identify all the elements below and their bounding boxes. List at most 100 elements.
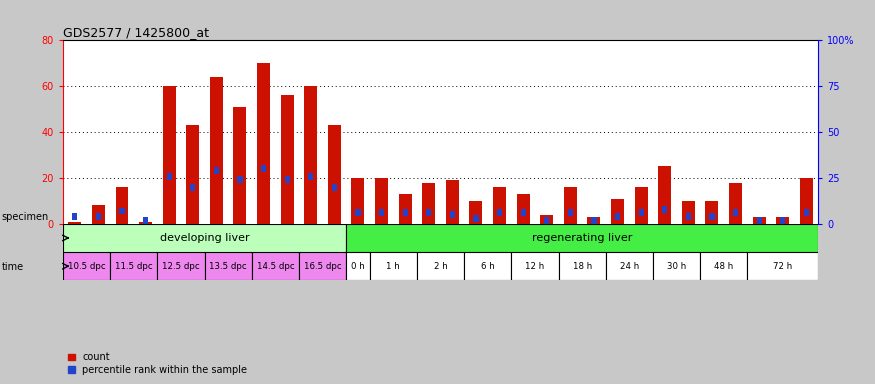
Bar [308,173,313,180]
Bar [752,217,766,224]
Bar [73,213,77,220]
Bar [379,209,384,216]
Text: regenerating liver: regenerating liver [532,233,633,243]
Bar [700,252,747,280]
Bar [68,222,81,224]
Bar [639,209,644,216]
Bar [780,217,786,223]
Bar [119,208,124,214]
Text: GDS2577 / 1425800_at: GDS2577 / 1425800_at [63,26,209,39]
Bar [606,252,653,280]
Bar [402,209,408,216]
Bar [143,217,148,224]
Bar [370,252,417,280]
Bar [729,182,742,224]
Bar [237,176,242,183]
Bar [186,125,200,224]
Bar [658,167,671,224]
Bar [470,201,482,224]
Bar [450,211,455,218]
Bar [544,217,550,223]
Bar [328,125,341,224]
Bar [63,224,346,252]
Text: 30 h: 30 h [667,262,686,271]
Text: 1 h: 1 h [387,262,400,271]
Text: 13.5 dpc: 13.5 dpc [209,262,247,271]
Bar [446,180,458,224]
Bar [634,187,648,224]
Text: 14.5 dpc: 14.5 dpc [256,262,294,271]
Legend: count, percentile rank within the sample: count, percentile rank within the sample [68,353,248,375]
Bar [558,252,606,280]
Bar [804,209,808,216]
Bar [92,205,105,224]
Text: developing liver: developing liver [160,233,249,243]
Bar [214,167,219,174]
Bar [205,252,252,280]
Bar [686,213,691,220]
Bar [299,252,346,280]
Bar [540,215,553,224]
Bar [281,95,294,224]
Text: 18 h: 18 h [572,262,592,271]
Bar [521,209,526,216]
Text: 12 h: 12 h [525,262,544,271]
Bar [234,107,247,224]
Bar [158,252,205,280]
Text: 0 h: 0 h [351,262,365,271]
Bar [210,77,223,224]
Bar [355,209,360,216]
Bar [653,252,700,280]
Bar [497,209,502,216]
Text: 12.5 dpc: 12.5 dpc [162,262,200,271]
Bar [682,201,695,224]
Text: 6 h: 6 h [481,262,494,271]
Bar [163,86,176,224]
Bar [564,187,577,224]
Bar [63,252,110,280]
Bar [346,224,818,252]
Text: 11.5 dpc: 11.5 dpc [115,262,152,271]
Bar [284,176,290,183]
Bar [95,213,101,220]
Bar [426,209,431,216]
Text: 10.5 dpc: 10.5 dpc [67,262,105,271]
Bar [417,252,464,280]
Bar [568,209,573,216]
Text: 48 h: 48 h [714,262,733,271]
Bar [346,252,370,280]
Bar [511,252,558,280]
Bar [332,184,337,190]
Bar [352,178,365,224]
Bar [757,217,762,223]
Bar [166,173,172,180]
Bar [399,194,411,224]
Bar [139,222,152,224]
Bar [493,187,506,224]
Bar [423,182,435,224]
Bar [516,194,529,224]
Bar [587,217,600,224]
Bar [252,252,299,280]
Bar [776,217,789,224]
Bar [615,213,620,220]
Bar [116,187,129,224]
Bar [257,63,270,224]
Bar [592,217,597,223]
Bar [190,184,195,190]
Bar [747,252,818,280]
Bar [464,252,511,280]
Text: time: time [2,262,24,272]
Bar [261,166,266,172]
Bar [611,199,624,224]
Bar [304,86,318,224]
Bar [110,252,158,280]
Bar [473,215,479,222]
Text: specimen: specimen [2,212,49,222]
Bar [375,178,388,224]
Text: 2 h: 2 h [434,262,447,271]
Bar [705,201,718,224]
Bar [733,209,738,216]
Text: 16.5 dpc: 16.5 dpc [304,262,341,271]
Text: 72 h: 72 h [774,262,793,271]
